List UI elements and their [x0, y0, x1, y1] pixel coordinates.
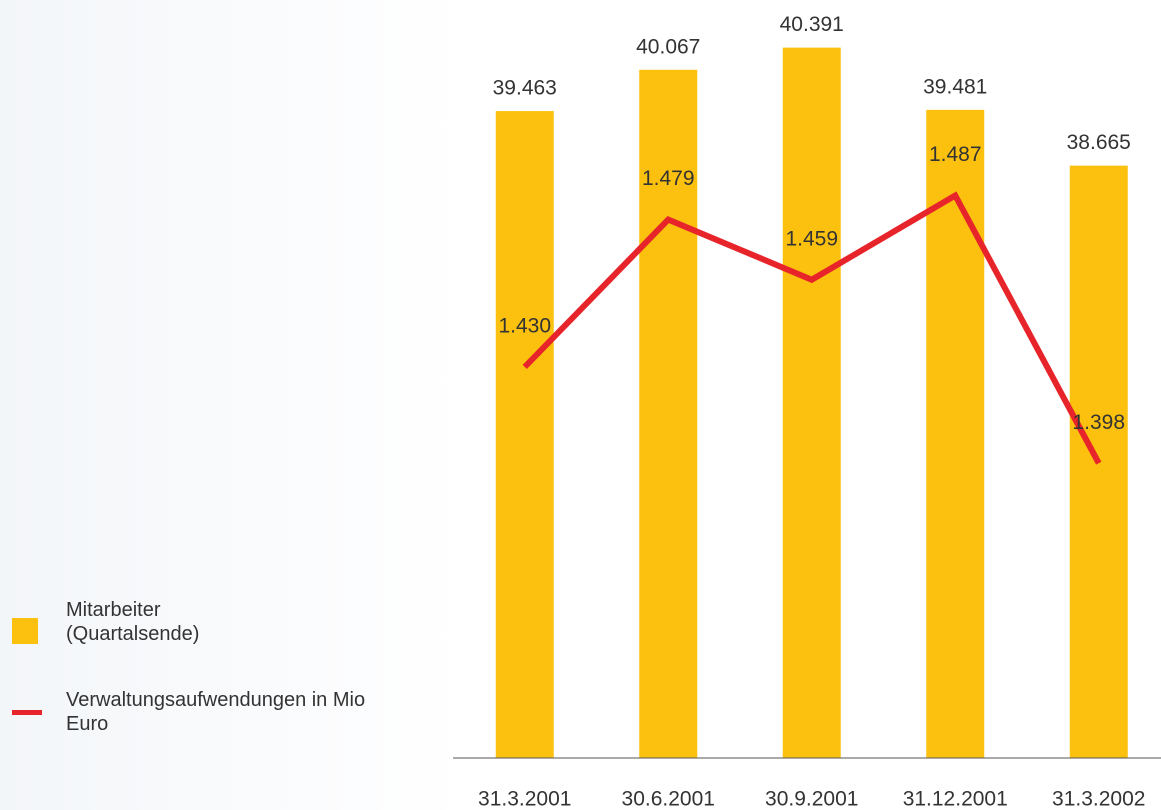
- bar: [639, 69, 698, 759]
- line-value-label: 1.398: [1072, 411, 1125, 434]
- bar-value-label: 39.463: [493, 77, 557, 100]
- bar: [926, 109, 985, 758]
- bar-value-label: 39.481: [923, 75, 987, 98]
- bar: [782, 47, 841, 759]
- x-tick-label: 30.9.2001: [765, 788, 858, 810]
- legend-label: Mitarbeiter (Quartalsende): [66, 599, 200, 645]
- line-value-label: 1.479: [642, 167, 695, 190]
- line-value-label: 1.487: [929, 143, 982, 166]
- x-tick-label: 31.3.2002: [1052, 788, 1145, 810]
- x-tick-label: 30.6.2001: [622, 788, 715, 810]
- x-tick-label: 31.3.2001: [478, 788, 571, 810]
- line: [522, 191, 1102, 465]
- bar: [495, 111, 554, 759]
- line-value-label: 1.459: [785, 227, 838, 250]
- legend-swatch: [12, 710, 42, 715]
- bar-value-label: 40.067: [636, 35, 700, 58]
- bar-value-label: 38.665: [1067, 131, 1131, 154]
- legend-label: Verwaltungsaufwendungen in Mio Euro: [66, 689, 366, 735]
- line-value-label: 1.430: [498, 315, 551, 338]
- bar-value-label: 40.391: [780, 13, 844, 36]
- x-tick-label: 31.12.2001: [903, 788, 1008, 810]
- legend-swatch: [12, 618, 38, 644]
